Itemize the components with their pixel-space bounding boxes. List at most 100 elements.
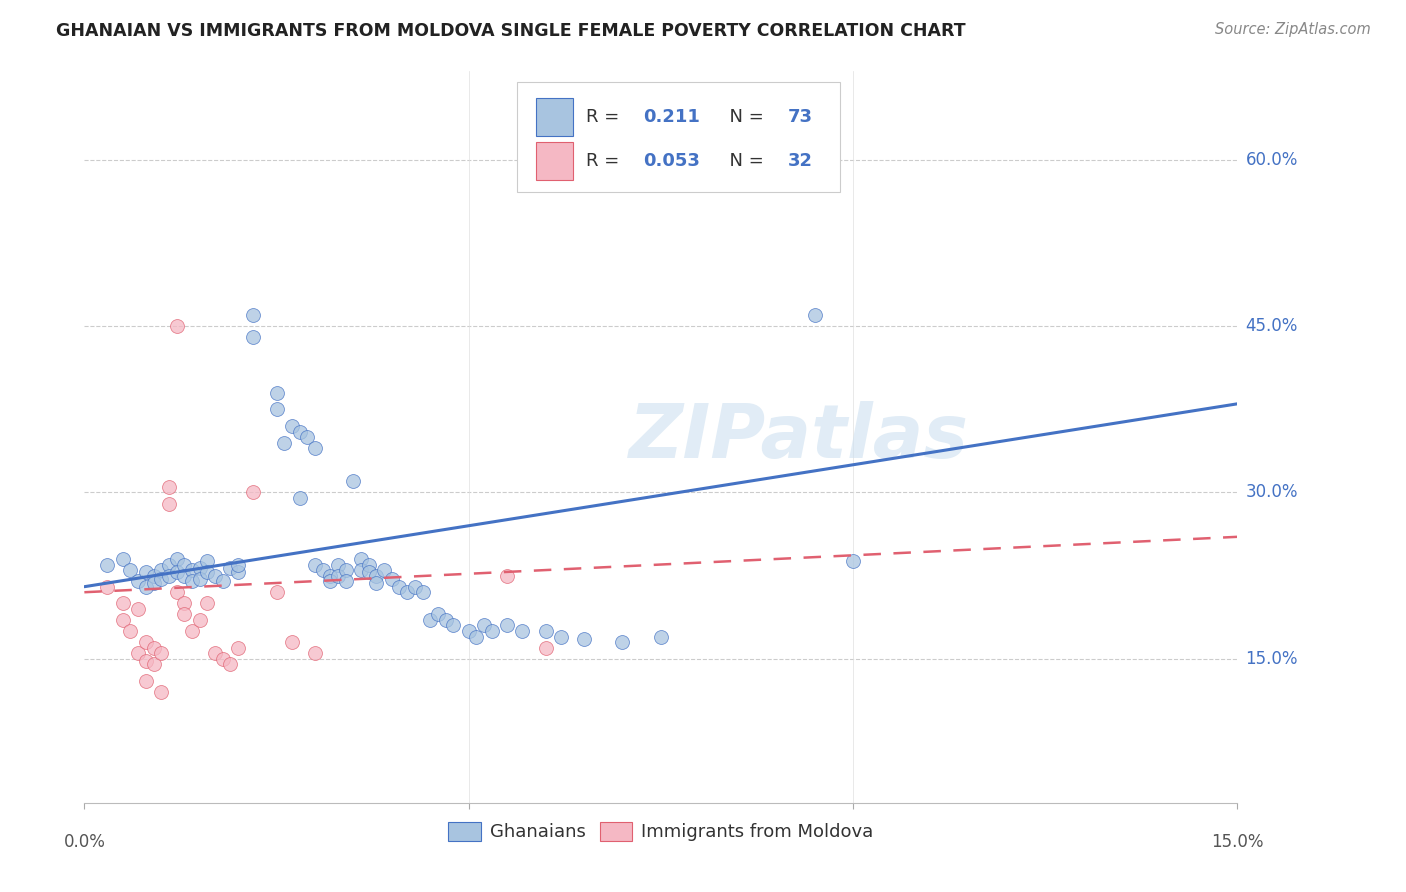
- Point: [135, 566, 157, 580]
- Point: [142, 568, 165, 582]
- Point: [120, 563, 142, 577]
- Text: 60.0%: 60.0%: [1246, 151, 1298, 169]
- Point: [512, 624, 534, 638]
- Point: [242, 308, 264, 322]
- Point: [204, 568, 226, 582]
- Point: [127, 646, 149, 660]
- Point: [342, 475, 364, 489]
- Point: [157, 558, 180, 572]
- Point: [181, 624, 204, 638]
- Text: ZIPatlas: ZIPatlas: [628, 401, 969, 474]
- Point: [173, 596, 195, 610]
- Point: [135, 673, 157, 688]
- Point: [281, 635, 304, 649]
- Point: [441, 618, 464, 632]
- Point: [219, 657, 242, 672]
- Point: [288, 425, 311, 439]
- Point: [142, 640, 165, 655]
- Point: [166, 552, 188, 566]
- Point: [181, 563, 204, 577]
- Point: [335, 563, 357, 577]
- Point: [173, 558, 195, 572]
- Point: [496, 618, 519, 632]
- Point: [226, 558, 249, 572]
- Text: 0.211: 0.211: [644, 108, 700, 126]
- Point: [266, 385, 288, 400]
- Point: [242, 330, 264, 344]
- Point: [842, 554, 865, 568]
- Point: [465, 630, 488, 644]
- Point: [281, 419, 304, 434]
- Point: [226, 640, 249, 655]
- Point: [388, 580, 411, 594]
- Point: [195, 566, 218, 580]
- Point: [472, 618, 495, 632]
- Text: R =: R =: [586, 152, 624, 169]
- Point: [496, 568, 519, 582]
- Point: [173, 607, 195, 622]
- Point: [350, 563, 373, 577]
- Point: [396, 585, 419, 599]
- Point: [150, 685, 173, 699]
- Point: [304, 558, 326, 572]
- Text: Source: ZipAtlas.com: Source: ZipAtlas.com: [1215, 22, 1371, 37]
- Point: [188, 561, 211, 575]
- Point: [319, 568, 342, 582]
- Text: N =: N =: [718, 108, 770, 126]
- FancyBboxPatch shape: [536, 142, 574, 179]
- Point: [219, 561, 242, 575]
- Point: [550, 630, 572, 644]
- Point: [142, 657, 165, 672]
- Point: [366, 576, 388, 591]
- Point: [357, 566, 380, 580]
- Point: [150, 563, 173, 577]
- Point: [304, 646, 326, 660]
- Point: [350, 552, 373, 566]
- Point: [157, 497, 180, 511]
- Point: [111, 613, 134, 627]
- Point: [534, 640, 557, 655]
- Point: [803, 308, 825, 322]
- Point: [127, 574, 149, 589]
- Point: [157, 480, 180, 494]
- Point: [457, 624, 479, 638]
- Point: [335, 574, 357, 589]
- Point: [135, 580, 157, 594]
- Point: [120, 624, 142, 638]
- Point: [135, 635, 157, 649]
- Point: [288, 491, 311, 505]
- Point: [373, 563, 395, 577]
- Point: [572, 632, 595, 646]
- Point: [266, 402, 288, 417]
- Point: [211, 651, 233, 665]
- Point: [311, 563, 333, 577]
- Point: [142, 576, 165, 591]
- Point: [150, 572, 173, 586]
- Point: [188, 613, 211, 627]
- Text: GHANAIAN VS IMMIGRANTS FROM MOLDOVA SINGLE FEMALE POVERTY CORRELATION CHART: GHANAIAN VS IMMIGRANTS FROM MOLDOVA SING…: [56, 22, 966, 40]
- Point: [127, 602, 149, 616]
- Text: 30.0%: 30.0%: [1246, 483, 1298, 501]
- Point: [157, 568, 180, 582]
- Point: [96, 580, 118, 594]
- Point: [166, 585, 188, 599]
- Text: 0.053: 0.053: [644, 152, 700, 169]
- Text: 0.0%: 0.0%: [63, 833, 105, 851]
- Text: 15.0%: 15.0%: [1211, 833, 1264, 851]
- FancyBboxPatch shape: [517, 82, 839, 192]
- Text: N =: N =: [718, 152, 770, 169]
- FancyBboxPatch shape: [536, 98, 574, 136]
- Point: [419, 613, 441, 627]
- Legend: Ghanaians, Immigrants from Moldova: Ghanaians, Immigrants from Moldova: [441, 814, 880, 848]
- Point: [481, 624, 503, 638]
- Point: [650, 630, 672, 644]
- Point: [242, 485, 264, 500]
- Point: [612, 635, 634, 649]
- Point: [304, 441, 326, 455]
- Point: [166, 566, 188, 580]
- Text: 45.0%: 45.0%: [1246, 318, 1298, 335]
- Point: [195, 554, 218, 568]
- Point: [273, 435, 295, 450]
- Point: [135, 654, 157, 668]
- Point: [319, 574, 342, 589]
